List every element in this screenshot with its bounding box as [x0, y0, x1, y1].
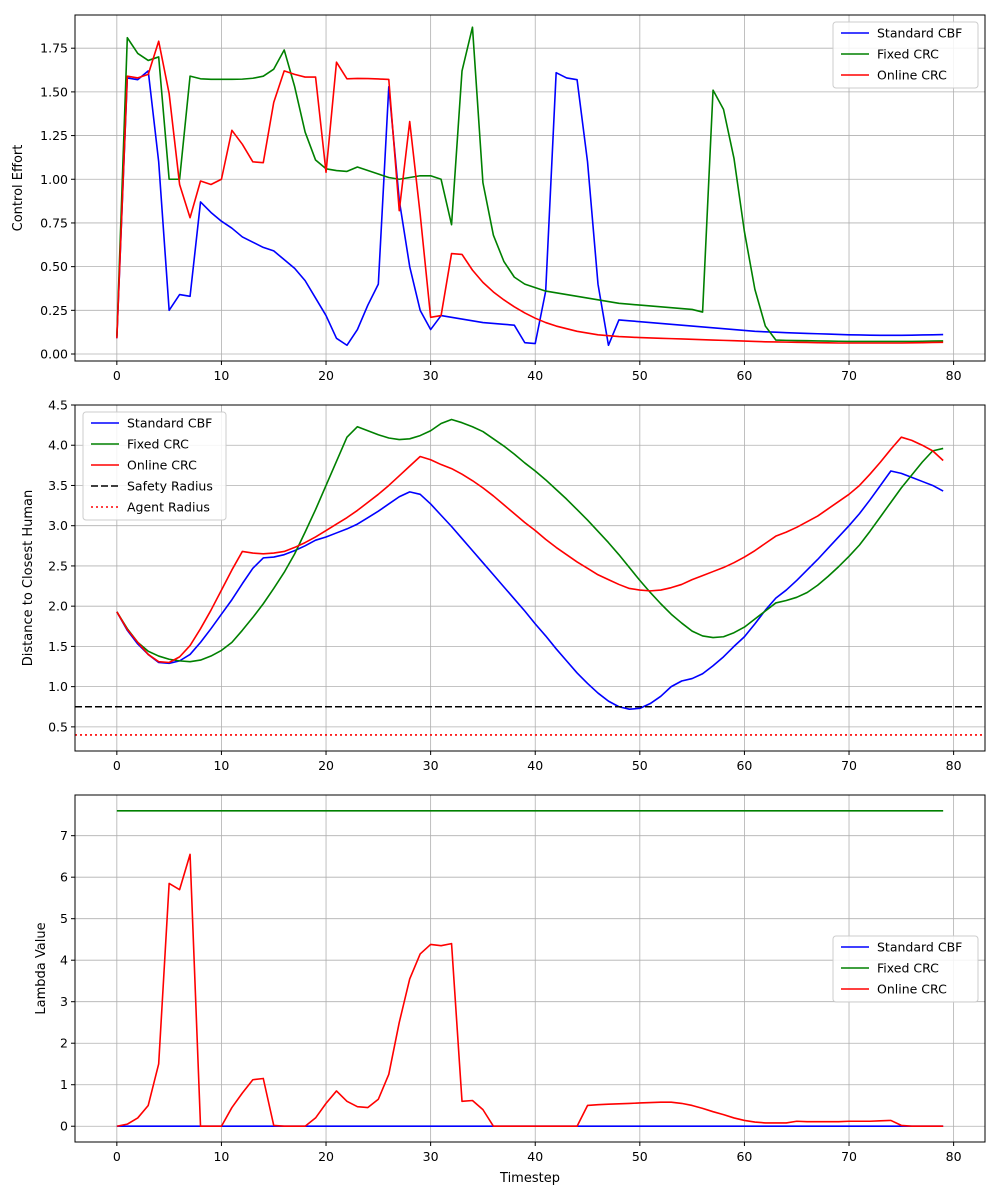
chart-2-y-tick-label: 1.0: [48, 679, 68, 694]
chart-2-x-tick-label: 80: [946, 758, 962, 773]
chart-2-y-tick-label: 4.0: [48, 438, 68, 453]
chart-2-x-tick-label: 30: [423, 758, 439, 773]
chart-2: 0 10 20 30 40 50 60 70 80 0.5 1.0 1.5 2.0 2.5 3.0 3.5 4.…: [21, 398, 986, 773]
chart-3-legend-label: Online CRC: [877, 982, 947, 997]
chart-2-legend: Standard CBF Fixed CRC Online CRC Safety Ra…: [82, 411, 227, 521]
chart-2-y-tick-label: 4.5: [48, 398, 68, 413]
chart-2-legend-label: Fixed CRC: [127, 437, 189, 452]
chart-3-series-online-crc: [116, 853, 944, 1128]
chart-3-y-tick-label: 5: [60, 911, 68, 926]
chart-2-y-tick-label: 3.0: [48, 518, 68, 533]
chart-3-legend-box: [832, 935, 979, 1003]
chart-2-y-axis-label: Distance to Closest Human: [21, 490, 36, 666]
chart-3-y-tick-label: 6: [60, 870, 68, 885]
chart-1-x-tick-label: 70: [841, 368, 857, 383]
chart-2-series-fixed-crc: [116, 418, 944, 663]
chart-3-x-axis-label: Timestep: [499, 1171, 560, 1186]
chart-1-x-tick-label: 80: [946, 368, 962, 383]
chart-1-y-tick-label: 1.50: [40, 84, 68, 99]
chart-2-y-tick-label: 3.5: [48, 478, 68, 493]
chart-3-x-tick-label: 30: [423, 1149, 439, 1164]
chart-1-y-tick-label: 0.25: [40, 303, 68, 318]
chart-1-y-tick-label: 1.25: [40, 128, 68, 143]
chart-1-legend-label: Standard CBF: [877, 26, 962, 41]
chart-3-x-tick-label: 40: [527, 1149, 543, 1164]
chart-1-x-tick-label: 0: [113, 368, 121, 383]
chart-3-axes-frame: [74, 794, 986, 1143]
chart-1-series-standard-cbf: [116, 70, 944, 347]
chart-3-x-tick-label: 0: [113, 1149, 121, 1164]
chart-1-y-tick-label: 0.00: [40, 347, 68, 362]
chart-1-y-tick-label: 1.00: [40, 172, 68, 187]
chart-3-y-tick-label: 7: [60, 828, 68, 843]
chart-2-x-tick-label: 50: [632, 758, 648, 773]
chart-3-x-tick-label: 50: [632, 1149, 648, 1164]
chart-2-x-tick-label: 20: [318, 758, 334, 773]
chart-3-x-tick-label: 10: [213, 1149, 229, 1164]
chart-2-legend-label: Standard CBF: [127, 416, 212, 431]
chart-2-x-tick-label: 10: [213, 758, 229, 773]
chart-2-x-tick-label: 0: [113, 758, 121, 773]
chart-1-legend-label: Online CRC: [877, 68, 947, 83]
chart-2-x-tick-label: 60: [736, 758, 752, 773]
chart-1: 0 10 20 30 40 50 60 70 80 0.00 0.25 0.50 0.75 1.00 1.2…: [11, 14, 986, 383]
chart-2-axes-frame: [74, 404, 986, 752]
chart-2-y-tick-label: 2.0: [48, 599, 68, 614]
chart-2-series-online-crc: [116, 436, 944, 664]
chart-1-legend-label: Fixed CRC: [877, 47, 939, 62]
chart-2-legend-label: Online CRC: [127, 458, 197, 473]
chart-3-legend-label: Fixed CRC: [877, 961, 939, 976]
chart-1-series-online-crc: [116, 40, 944, 344]
chart-2-legend-box: [82, 411, 227, 521]
chart-3-x-tick-label: 80: [946, 1149, 962, 1164]
chart-1-x-tick-label: 10: [213, 368, 229, 383]
chart-2-y-tick-label: 0.5: [48, 719, 68, 734]
chart-3-legend: Standard CBF Fixed CRC Online CRC: [832, 935, 979, 1003]
chart-3-y-tick-label: 0: [60, 1119, 68, 1134]
chart-1-legend-box: [832, 21, 979, 89]
chart-3-y-axis-label: Lambda Value: [34, 922, 49, 1014]
chart-3-x-tick-label: 70: [841, 1149, 857, 1164]
chart-3-x-tick-label: 20: [318, 1149, 334, 1164]
chart-2-x-tick-label: 70: [841, 758, 857, 773]
chart-1-x-tick-label: 40: [527, 368, 543, 383]
chart-1-series-fixed-crc: [116, 26, 944, 343]
chart-3-y-tick-label: 3: [60, 994, 68, 1009]
chart-3-y-tick-label: 4: [60, 953, 68, 968]
chart-1-y-axis-label: Control Effort: [11, 145, 26, 232]
chart-3-y-tick-label: 1: [60, 1077, 68, 1092]
chart-1-x-tick-label: 20: [318, 368, 334, 383]
chart-2-y-tick-label: 2.5: [48, 558, 68, 573]
chart-1-y-tick-label: 0.50: [40, 259, 68, 274]
chart-1-x-tick-label: 30: [423, 368, 439, 383]
chart-2-y-tick-label: 1.5: [48, 639, 68, 654]
chart-2-x-tick-label: 40: [527, 758, 543, 773]
chart-1-y-tick-label: 1.75: [40, 41, 68, 56]
chart-1-x-tick-label: 60: [736, 368, 752, 383]
chart-1-legend: Standard CBF Fixed CRC Online CRC: [832, 21, 979, 89]
chart-3-legend-label: Standard CBF: [877, 940, 962, 955]
chart-3-y-tick-label: 2: [60, 1036, 68, 1051]
chart-2-series-standard-cbf: [116, 470, 944, 710]
chart-2-legend-label: Agent Radius: [127, 500, 210, 515]
chart-1-y-tick-label: 0.75: [40, 215, 68, 230]
chart-1-x-tick-label: 50: [632, 368, 648, 383]
chart-3-x-tick-label: 60: [736, 1149, 752, 1164]
chart-2-legend-label: Safety Radius: [127, 479, 213, 494]
chart-1-axes-frame: [74, 14, 986, 362]
chart-3: 0 10 20 30 40 50 60 70 80 0 1 2 3 4 5 6 7 Lambda Value Tim…: [34, 794, 986, 1186]
